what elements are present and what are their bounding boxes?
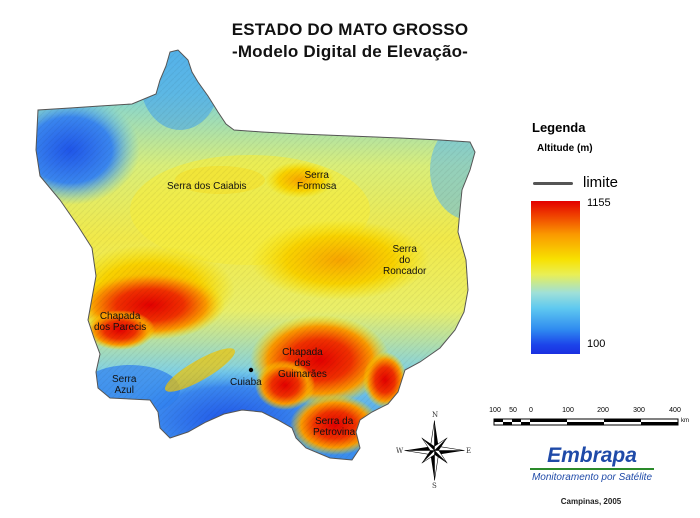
limite-line-swatch	[533, 182, 573, 185]
label-chapada-dos-guimaraes: Chapada dos Guimarães	[278, 347, 327, 380]
legend-limite-label: limite	[583, 174, 619, 191]
label-serra-da-petrovina: Serra da Petrovina	[313, 416, 356, 438]
logo-underline	[530, 468, 654, 470]
scale-label: 50	[509, 407, 517, 414]
legend-title: Legenda	[532, 120, 586, 135]
legend-min-value: 100	[587, 338, 606, 350]
compass-e: E	[466, 447, 472, 455]
label-serra-dos-caiabis: Serra dos Caiabis	[167, 181, 247, 192]
scale-unit: km	[681, 418, 689, 424]
scale-label: 100	[562, 407, 574, 414]
compass-n: N	[432, 411, 439, 419]
label-serra-azul: Serra Azul	[112, 374, 137, 396]
compass-rose-icon: N S E W	[396, 411, 472, 490]
altitude-color-ramp	[531, 201, 580, 354]
cuiaba-marker	[248, 367, 254, 373]
embrapa-logo: Embrapa Monitoramento por Satélite	[525, 443, 659, 490]
logo-name: Embrapa	[547, 444, 637, 467]
legend-subtitle: Altitude (m)	[537, 143, 593, 154]
legend-max-value: 1155	[587, 197, 611, 209]
scale-label: 300	[633, 407, 645, 414]
scale-bar-graphic	[493, 418, 679, 426]
scale-label: 400	[669, 407, 681, 414]
scale-label: 100	[489, 407, 501, 414]
map-title: ESTADO DO MATO GROSSO	[231, 20, 469, 39]
compass-w: W	[396, 447, 404, 455]
map-subtitle: -Modelo Digital de Elevação-	[231, 42, 469, 61]
label-chapada-dos-parecis: Chapada dos Parecis	[94, 311, 147, 333]
label-cuiaba: Cuiaba	[230, 377, 262, 388]
logo-subtitle: Monitoramento por Satélite	[531, 472, 653, 483]
label-serra-do-roncador: Serra do Roncador	[383, 244, 427, 277]
scale-label: 0	[529, 407, 533, 414]
credit-text: Campinas, 2005	[560, 497, 622, 506]
scale-label: 200	[597, 407, 609, 414]
compass-s: S	[432, 482, 437, 490]
label-serra-formosa: Serra Formosa	[297, 170, 337, 192]
